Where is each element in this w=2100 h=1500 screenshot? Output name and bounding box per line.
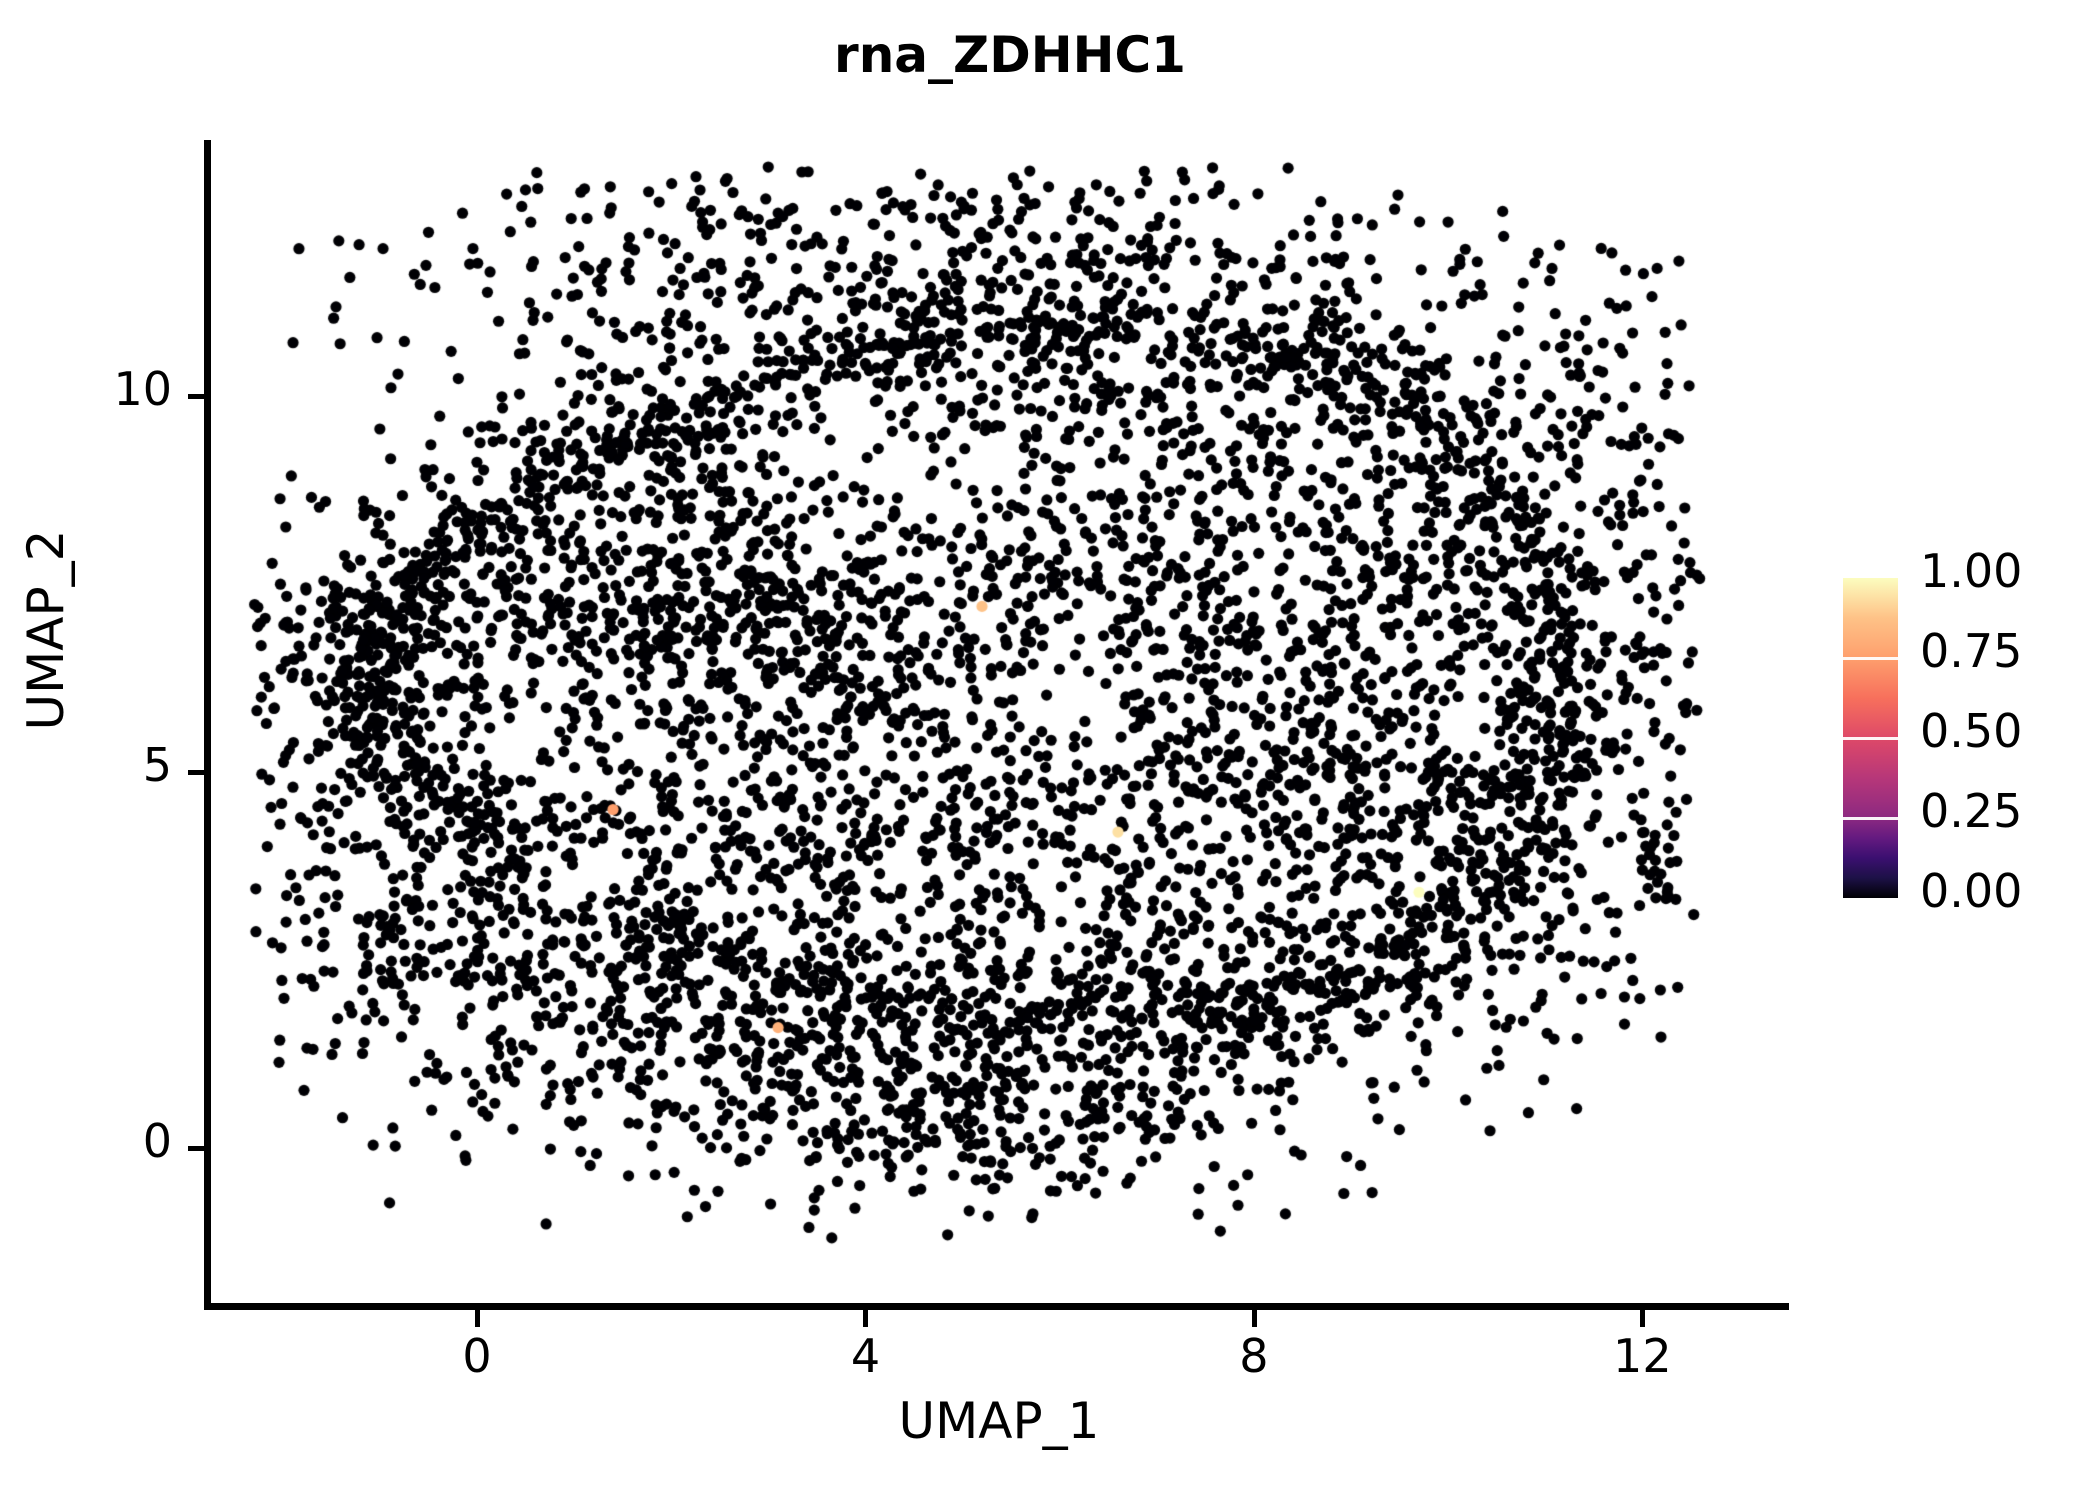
y-axis-label: UMAP_2 [17, 529, 75, 731]
scatter-points-layer [210, 140, 1788, 1306]
y-tick-mark [188, 1146, 205, 1152]
y-tick-mark [188, 769, 205, 775]
y-tick-label: 10 [113, 361, 172, 416]
x-tick-mark [1251, 1310, 1257, 1327]
x-tick-label: 12 [1613, 1329, 1672, 1383]
colorbar [1843, 578, 1898, 898]
colorbar-tick-label: 0.00 [1920, 864, 2023, 918]
x-axis-spine [204, 1303, 1789, 1310]
page-title: rna_ZDHHC1 [834, 26, 1186, 84]
x-tick-label: 0 [462, 1329, 492, 1383]
colorbar-tick-label: 0.75 [1920, 624, 2023, 678]
colorbar-tick-mark [1843, 737, 1898, 740]
y-tick-label: 5 [142, 737, 172, 792]
colorbar-tick-label: 0.25 [1920, 784, 2023, 838]
colorbar-tick-label: 0.50 [1920, 704, 2023, 758]
x-tick-label: 4 [850, 1329, 881, 1383]
x-tick-label: 8 [1239, 1329, 1269, 1383]
y-axis-spine [204, 140, 211, 1310]
x-tick-mark [1640, 1310, 1646, 1327]
y-tick-label: 0 [142, 1114, 172, 1169]
y-tick-mark [188, 393, 205, 399]
y-axis-label-wrapper: UMAP_2 [17, 330, 77, 930]
colorbar-tick-mark [1843, 657, 1898, 660]
colorbar-tick-label: 1.00 [1920, 544, 2023, 598]
x-tick-mark [863, 1310, 869, 1327]
x-axis-label: UMAP_1 [898, 1392, 1100, 1450]
x-tick-mark [475, 1310, 481, 1327]
colorbar-tick-mark [1843, 817, 1898, 820]
scatter-plot-area [210, 140, 1788, 1306]
